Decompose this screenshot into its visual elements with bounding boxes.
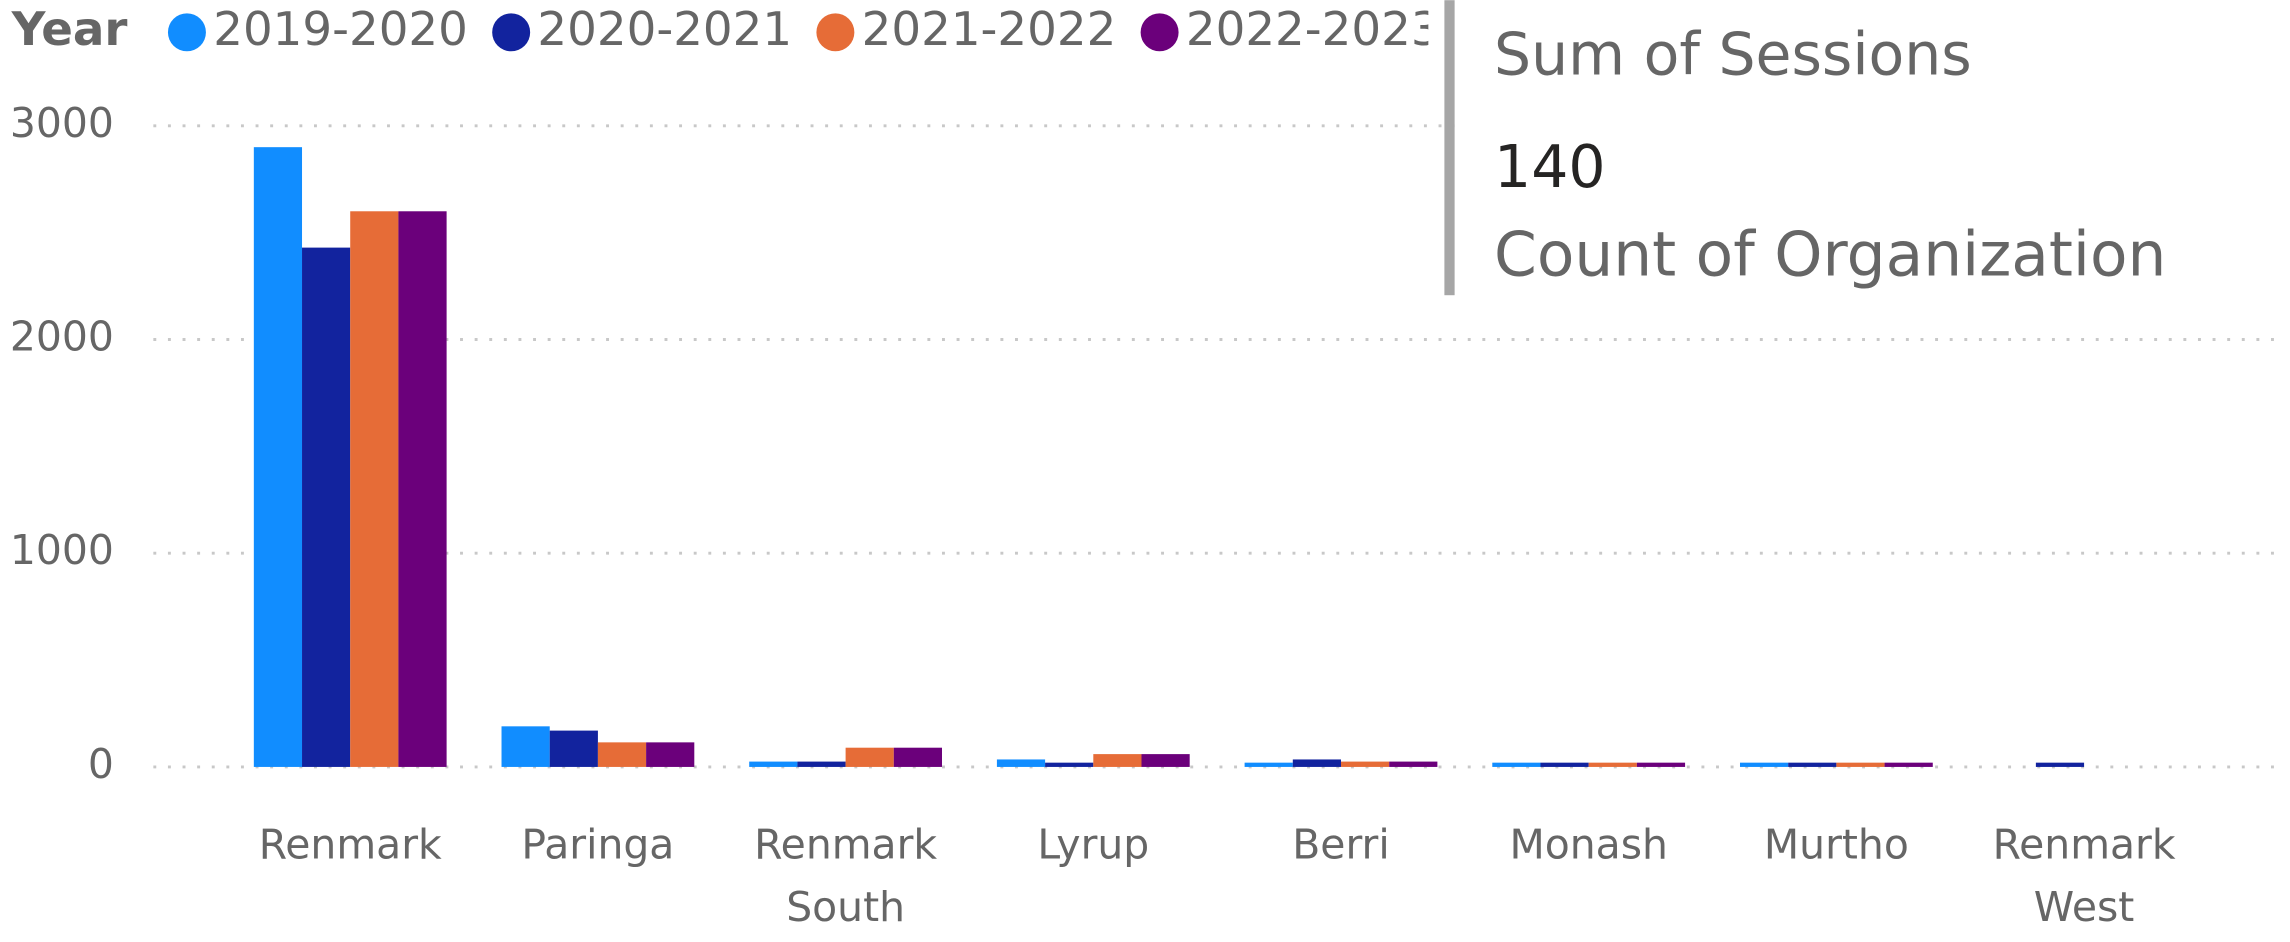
- bar: [646, 742, 695, 767]
- legend-title: Year: [11, 3, 128, 57]
- y-tick-label: 3000: [10, 99, 114, 147]
- x-tick-label: Murtho: [1764, 820, 1909, 868]
- bar: [1389, 761, 1438, 767]
- y-tick-label: 1000: [10, 526, 114, 574]
- tooltip: Sum of Sessions 140 Count of Organizatio…: [1444, 0, 2290, 296]
- x-tick-label: Renmark: [259, 820, 442, 868]
- legend-label: 2020-2021: [537, 3, 792, 57]
- tooltip-bar: [1444, 0, 1455, 296]
- bar: [1884, 762, 1933, 767]
- bar: [996, 759, 1046, 767]
- bar: [845, 747, 894, 767]
- x-tick-label: Monash: [1509, 820, 1667, 868]
- tooltip-value: 140: [1494, 133, 1605, 201]
- x-tick-label: Paringa: [521, 820, 674, 868]
- legend-label: 2021-2022: [862, 3, 1117, 57]
- bar: [1739, 762, 1789, 767]
- tooltip-label: Count of Organization: [1494, 219, 2166, 290]
- bar: [597, 742, 647, 767]
- bar: [2035, 762, 2085, 767]
- x-tick-label: Berri: [1292, 820, 1389, 868]
- bar: [1045, 762, 1094, 767]
- bar: [1492, 762, 1541, 767]
- legend-label: 2022-2023: [1186, 3, 1441, 57]
- bar: [1636, 762, 1686, 767]
- y-tick-label: 0: [88, 740, 114, 788]
- y-tick-label: 2000: [10, 313, 114, 361]
- legend-label: 2019-2020: [213, 3, 468, 57]
- bar: [1244, 762, 1293, 767]
- bar: [302, 247, 351, 767]
- x-tick-label: Lyrup: [1037, 820, 1149, 868]
- bar: [350, 211, 399, 767]
- bar: [1093, 754, 1142, 767]
- x-tick-label: Renmark West: [1993, 820, 2176, 931]
- legend-marker: [167, 13, 206, 52]
- bar: [1292, 759, 1341, 767]
- bar: [1540, 762, 1589, 767]
- bar: [1340, 761, 1390, 767]
- bar: [1141, 754, 1190, 767]
- legend: Year 2019-2020 2020-2021 2021-2022 2022-202…: [11, 3, 1441, 57]
- legend-marker: [1140, 13, 1179, 52]
- bar: [1836, 762, 1885, 767]
- legend-marker: [816, 13, 855, 52]
- bar: [1788, 762, 1837, 767]
- tooltip-background: [1454, 0, 2290, 296]
- tooltip-label: Sum of Sessions: [1494, 21, 1972, 89]
- bar: [549, 730, 598, 767]
- bar: [501, 726, 550, 767]
- x-tick-label: Renmark South: [754, 820, 937, 931]
- bar: [398, 211, 447, 767]
- bar: [893, 747, 942, 767]
- legend-marker: [492, 13, 531, 52]
- bar: [253, 147, 303, 767]
- bar: [797, 761, 846, 767]
- bar: [749, 761, 798, 767]
- bar: [1588, 762, 1637, 767]
- plot-area: 0 1000 2000 3000 Renmark Paringa Renmark South L…: [10, 99, 2279, 931]
